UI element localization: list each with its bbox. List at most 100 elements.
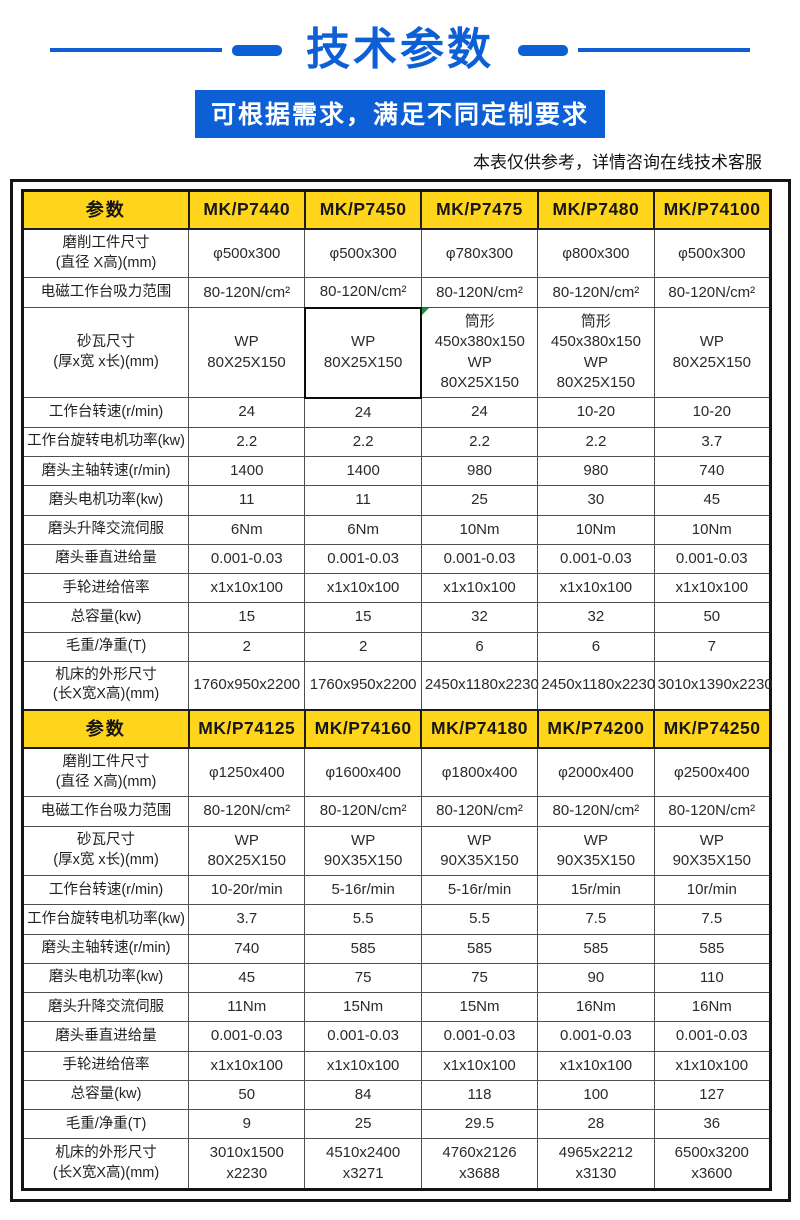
param-value: 80-120N/cm² [420, 277, 539, 309]
param-value: 0.001-0.03 [653, 1021, 772, 1052]
param-value: 585 [537, 933, 655, 964]
param-value: 585 [420, 933, 539, 964]
param-value: WP 80X25X150 [653, 307, 772, 399]
param-value: 7.5 [653, 904, 772, 935]
param-value: 11 [188, 485, 306, 516]
param-label: 机床的外形尺寸 (长X宽X高)(mm) [21, 1138, 190, 1190]
table-row: 磨削工件尺寸 (直径 X高)(mm) φ500x300 φ500x300 φ780x3… [21, 228, 772, 279]
param-label: 磨头主轴转速(r/min) [21, 933, 190, 964]
param-label: 砂瓦尺寸 (厚x宽 x长)(mm) [21, 307, 190, 399]
reference-note: 本表仅供参考，详情咨询在线技术客服 [473, 153, 762, 172]
param-value: φ780x300 [420, 228, 539, 279]
param-value: x1x10x100 [304, 1050, 422, 1081]
param-value: φ2000x400 [537, 747, 655, 798]
param-value: WP 90X35X150 [537, 825, 655, 877]
param-label: 磨头电机功率(kw) [21, 485, 190, 516]
param-value: 80-120N/cm² [304, 277, 422, 309]
param-value: 2450x1180x2230 [420, 660, 539, 711]
param-value: WP 90X35X150 [653, 825, 772, 877]
model-column-header: MK/P74200 [536, 709, 656, 750]
param-value: 45 [653, 485, 772, 516]
param-label: 毛重/净重(T) [21, 1109, 190, 1140]
param-label: 工作台旋转电机功率(kw) [21, 904, 190, 935]
param-value: φ1600x400 [304, 747, 422, 798]
param-value: 75 [304, 962, 422, 994]
param-column-header: 参数 [21, 709, 190, 750]
param-value: 15r/min [537, 875, 655, 906]
param-value: 30 [537, 485, 655, 516]
param-value: 45 [188, 962, 306, 994]
model-column-header: MK/P74180 [420, 709, 539, 750]
model-column-header: MK/P74250 [653, 709, 772, 750]
param-value: 15Nm [304, 992, 422, 1023]
title-line-left-icon [50, 48, 222, 52]
param-value: 2 [304, 631, 422, 662]
section-1-header-row: 参数 MK/P7440 MK/P7450 MK/P7475 MK/P7480 MK/P74… [21, 189, 772, 231]
table-row: 磨头垂直进给量 0.001-0.03 0.001-0.03 0.001-0.03 0.0… [21, 543, 772, 575]
param-value: x1x10x100 [420, 1050, 539, 1081]
model-column-header: MK/P74125 [187, 709, 306, 750]
param-value: 2.2 [420, 426, 539, 458]
param-value: 0.001-0.03 [188, 543, 306, 575]
param-label: 工作台转速(r/min) [21, 875, 190, 906]
param-label: 磨头升降交流伺服 [21, 514, 190, 545]
table-row: 磨头升降交流伺服 11Nm 15Nm 15Nm 16Nm 16Nm [21, 992, 772, 1023]
param-value: 0.001-0.03 [304, 1021, 422, 1052]
param-label: 手轮进给倍率 [21, 1050, 190, 1081]
param-value: 10-20 [537, 397, 655, 428]
param-value: 80-120N/cm² [537, 277, 655, 309]
param-value: 16Nm [653, 992, 772, 1023]
param-label: 总容量(kw) [21, 602, 190, 633]
model-column-header: MK/P7440 [187, 189, 306, 231]
param-value: 1400 [188, 456, 306, 487]
param-value: 28 [537, 1109, 655, 1140]
param-value: x1x10x100 [188, 573, 306, 604]
param-value: 84 [304, 1079, 422, 1111]
table-row: 工作台转速(r/min) 24 24 24 10-20 10-20 [21, 397, 772, 428]
table-row: 机床的外形尺寸 (长X宽X高)(mm) 3010x1500 x2230 4510x2… [21, 1138, 772, 1190]
table-frame: 参数 MK/P7440 MK/P7450 MK/P7475 MK/P7480 MK/P74… [10, 179, 791, 1202]
param-label: 工作台旋转电机功率(kw) [21, 426, 190, 458]
param-value: 36 [653, 1109, 772, 1140]
param-value: WP 90X35X150 [420, 825, 539, 877]
param-value: 10Nm [420, 514, 539, 545]
param-value: 3010x1500 x2230 [188, 1138, 306, 1190]
param-value: φ2500x400 [653, 747, 772, 798]
title-dash-left-icon [232, 44, 282, 56]
param-value: 16Nm [537, 992, 655, 1023]
param-value: 10Nm [653, 514, 772, 545]
param-value: 4510x2400 x3271 [304, 1138, 422, 1190]
model-column-header: MK/P7475 [420, 189, 539, 231]
param-value: 80-120N/cm² [188, 796, 306, 827]
param-value: 6 [537, 631, 655, 662]
param-column-header: 参数 [21, 189, 190, 231]
param-value: 筒形 450x380x150 WP 80X25X150 [537, 307, 655, 399]
table-row: 磨头垂直进给量 0.001-0.03 0.001-0.03 0.001-0.03 0.0… [21, 1021, 772, 1052]
param-value: φ800x300 [537, 228, 655, 279]
param-value: 15 [188, 602, 306, 633]
page-title: 技术参数 [306, 25, 494, 74]
param-value: 0.001-0.03 [420, 543, 539, 575]
param-value: 100 [537, 1079, 655, 1111]
table-row: 电磁工作台吸力范围 80-120N/cm² 80-120N/cm² 80-120N/c… [21, 277, 772, 309]
green-corner-marker-icon [422, 308, 430, 316]
param-value: 25 [420, 485, 539, 516]
param-label: 磨头升降交流伺服 [21, 992, 190, 1023]
param-value: WP 80X25X150 [188, 307, 306, 399]
param-value: 7.5 [537, 904, 655, 935]
table-row: 磨头电机功率(kw) 45 75 75 90 110 [21, 962, 772, 994]
param-value: 4760x2126 x3688 [420, 1138, 539, 1190]
table-row: 磨削工件尺寸 (直径 X高)(mm) φ1250x400 φ1600x400 φ180… [21, 747, 772, 798]
param-value: 10-20r/min [188, 875, 306, 906]
table-row: 机床的外形尺寸 (长X宽X高)(mm) 1760x950x2200 1760x950… [21, 660, 773, 711]
param-value: 4965x2212 x3130 [537, 1138, 655, 1190]
param-label: 手轮进给倍率 [21, 573, 190, 604]
param-value: φ1800x400 [420, 747, 539, 798]
param-value: 15Nm [420, 992, 539, 1023]
table-row: 砂瓦尺寸 (厚x宽 x长)(mm) WP 80X25X150 WP 80X25X15… [21, 306, 772, 399]
table-row: 手轮进给倍率 x1x10x100 x1x10x100 x1x10x100 x1x10x1… [21, 1050, 772, 1081]
param-value: x1x10x100 [537, 573, 655, 604]
param-value: φ500x300 [188, 228, 306, 279]
table-row: 总容量(kw) 15 15 32 32 50 [21, 602, 772, 633]
param-value: 0.001-0.03 [420, 1021, 539, 1052]
